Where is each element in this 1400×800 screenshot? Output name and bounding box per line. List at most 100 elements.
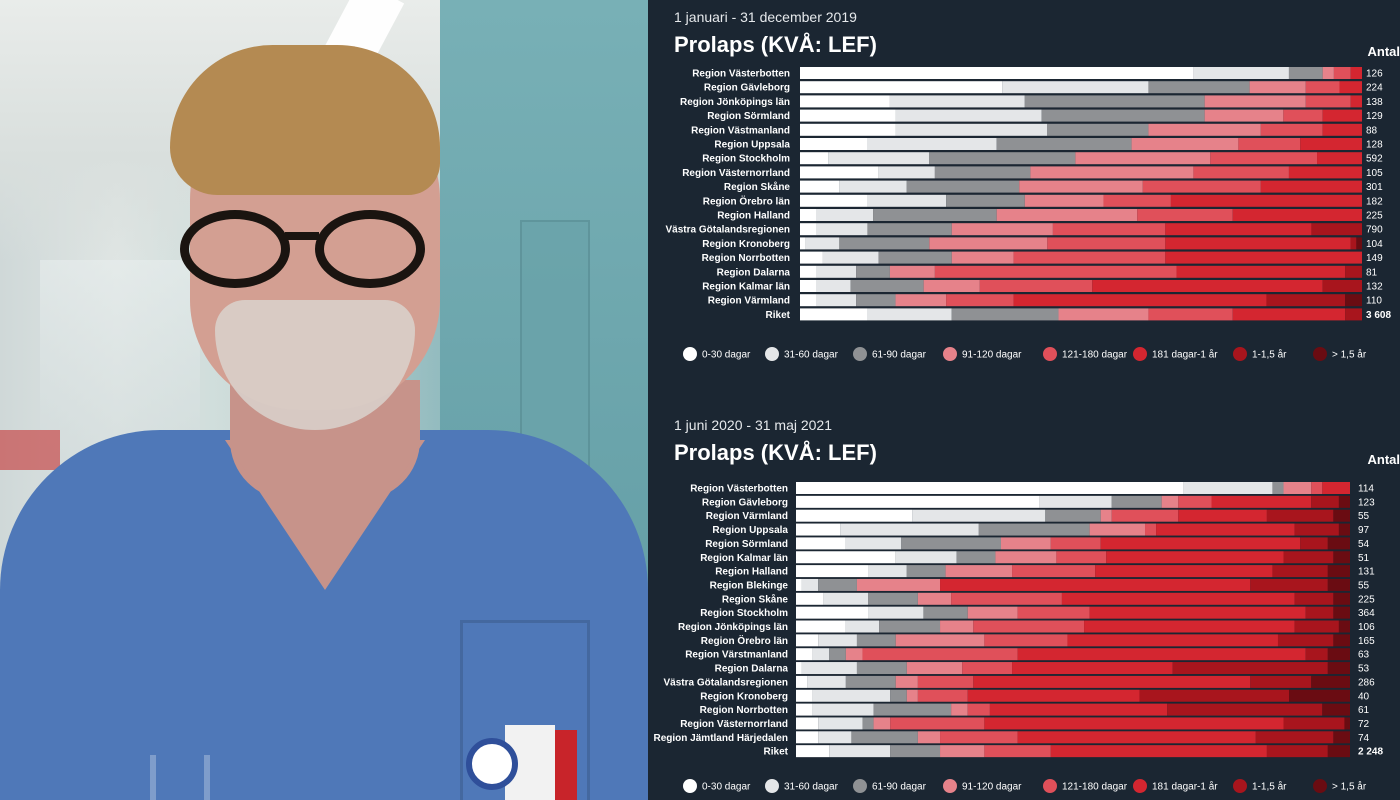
bar-segment xyxy=(800,67,1194,79)
bar-segment xyxy=(818,717,863,730)
bar-segment xyxy=(1350,67,1362,79)
bar-segment xyxy=(1322,280,1362,292)
bar-segment xyxy=(818,634,857,647)
bar-segment xyxy=(845,537,902,550)
bar-segment xyxy=(946,194,1025,207)
bar-segment xyxy=(796,592,824,605)
bar-segment xyxy=(800,209,817,221)
category-label: Region Gävleborg xyxy=(704,83,790,94)
bar-segment xyxy=(796,634,819,647)
bar-segment xyxy=(845,648,863,661)
legend-marker xyxy=(1133,779,1147,793)
scrub-logo xyxy=(150,755,210,800)
category-label: Region Dalarna xyxy=(715,664,789,675)
category-label: Region Kalmar län xyxy=(702,282,790,293)
bar-segment xyxy=(796,745,830,758)
bar-segment xyxy=(1322,109,1362,122)
category-label: Region Örebro län xyxy=(703,194,790,207)
chart-panel-2020-2021: Region Västerbotten 114 Region Gävleborg 12… xyxy=(648,408,1400,800)
bar-segment xyxy=(800,109,896,122)
bar-segment xyxy=(796,689,813,702)
chart-title: Prolaps (KVÅ: LEF) xyxy=(674,440,877,465)
bar-segment xyxy=(796,703,813,716)
bar-segment xyxy=(1283,109,1323,122)
portrait-photo xyxy=(0,0,648,800)
bar-segment xyxy=(800,265,817,278)
bar-segment xyxy=(1250,675,1312,688)
legend-marker xyxy=(1233,347,1247,361)
bar-segment xyxy=(1350,95,1362,108)
bar-segment xyxy=(856,265,890,278)
bar-segment xyxy=(796,675,808,688)
bar-segment xyxy=(1272,482,1284,494)
count-label: 138 xyxy=(1366,97,1383,108)
legend-label: > 1,5 år xyxy=(1332,349,1367,361)
bar-segment xyxy=(895,551,957,564)
legend-label: 121-180 dagar xyxy=(1062,350,1128,361)
category-label: Region Halland xyxy=(715,567,788,578)
bar-segment xyxy=(1232,209,1362,221)
count-column-header: Antal xyxy=(1367,44,1400,59)
count-label: 2 248 xyxy=(1358,747,1383,758)
bar-segment xyxy=(812,703,874,716)
category-label: Region Stockholm xyxy=(700,608,788,619)
bar-segment xyxy=(1019,180,1143,193)
glasses-bridge xyxy=(285,232,319,240)
bar-segment xyxy=(800,251,823,264)
bar-segment xyxy=(1052,223,1166,236)
bar-segment xyxy=(1338,620,1350,633)
bar-segment xyxy=(946,294,1014,307)
bar-segment xyxy=(800,152,829,165)
bar-segment xyxy=(1167,703,1323,716)
bar-segment xyxy=(796,731,819,744)
bar-segment xyxy=(895,675,918,688)
bar-segment xyxy=(940,578,1251,591)
bar-segment xyxy=(856,662,907,675)
bar-segment xyxy=(1161,495,1179,508)
bar-segment xyxy=(796,620,846,633)
bar-segment xyxy=(1238,138,1301,150)
chest-pocket xyxy=(460,620,590,800)
bar-segment xyxy=(1327,745,1350,758)
category-label: Region Västmanland xyxy=(691,125,790,136)
bar-segment xyxy=(1148,308,1233,321)
bar-segment xyxy=(867,308,952,321)
bar-segment xyxy=(984,745,1051,758)
bar-segment xyxy=(1089,606,1306,619)
category-label: Region Dalarna xyxy=(717,267,791,278)
bar-segment xyxy=(1249,81,1306,94)
bar-segment xyxy=(800,166,879,179)
bar-segment xyxy=(1305,81,1340,94)
bar-segment xyxy=(800,180,840,193)
bar-segment xyxy=(967,703,990,716)
bar-segment xyxy=(1294,523,1339,536)
bar-segment xyxy=(1111,495,1162,508)
category-label: Region Skåne xyxy=(724,181,791,193)
bar-segment xyxy=(945,565,1013,578)
bar-segment xyxy=(801,662,857,675)
bar-segment xyxy=(862,648,1018,661)
bar-segment xyxy=(906,565,946,578)
category-label: Region Jönköpings län xyxy=(680,97,790,108)
bar-segment xyxy=(812,648,830,661)
bar-segment xyxy=(856,294,896,307)
bar-segment xyxy=(1193,166,1289,179)
bar-segment xyxy=(1260,123,1323,136)
bar-segment xyxy=(800,237,806,250)
legend-label: 0-30 dagar xyxy=(702,350,751,361)
count-label: 301 xyxy=(1366,182,1383,193)
category-label: Region Kalmar län xyxy=(700,553,788,564)
bar-segment xyxy=(1333,509,1350,522)
bar-segment xyxy=(1148,123,1261,136)
bar-segment xyxy=(912,509,1046,522)
category-label: Riket xyxy=(766,310,791,321)
glasses-lens-left xyxy=(180,210,290,288)
count-label: 114 xyxy=(1358,484,1374,495)
bar-segment xyxy=(1294,620,1339,633)
bar-segment xyxy=(1193,67,1289,79)
count-label: 224 xyxy=(1366,83,1383,94)
bar-segment xyxy=(829,745,891,758)
bar-segment xyxy=(923,280,980,292)
bar-segment xyxy=(1170,194,1362,207)
category-label: Region Norrbotten xyxy=(700,705,788,716)
